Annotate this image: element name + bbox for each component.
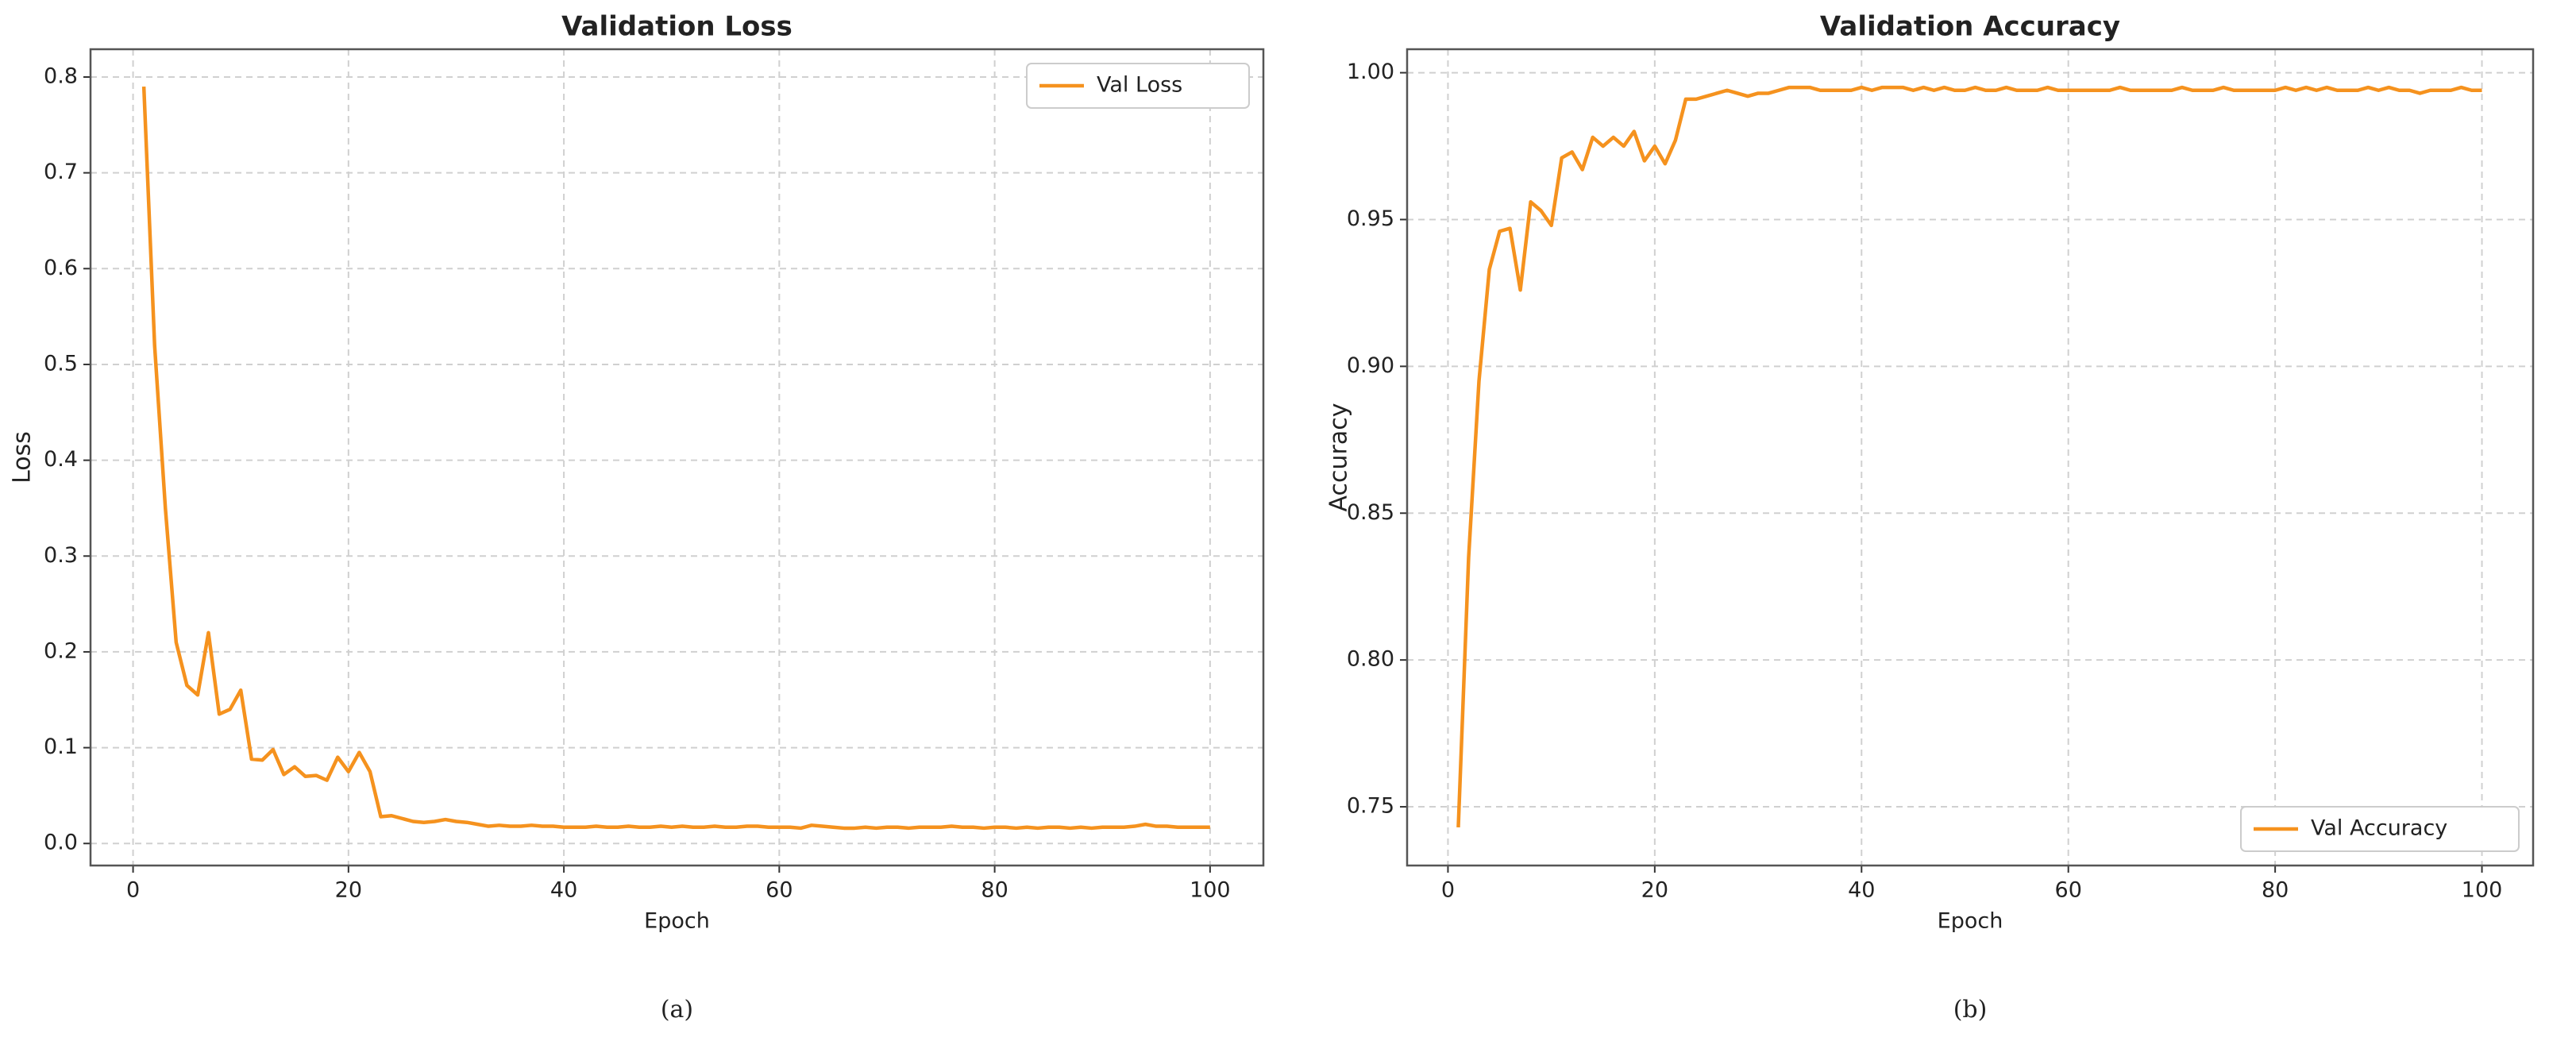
- x-tick-label: 0: [1441, 878, 1455, 903]
- y-tick-label: 1.00: [1347, 60, 1394, 84]
- y-tick-label: 0.6: [44, 256, 78, 280]
- plot-frame: [1406, 48, 2535, 867]
- y-tick-label: 0.7: [44, 160, 78, 184]
- y-tick-label: 0.3: [44, 543, 78, 568]
- plot-frame: [89, 48, 1265, 867]
- y-tick-label: 0.2: [44, 638, 78, 663]
- x-axis-label: Epoch: [644, 909, 710, 934]
- y-tick-label: 0.1: [44, 734, 78, 759]
- x-tick-label: 60: [2055, 878, 2082, 903]
- x-tick-label: 100: [1190, 878, 1231, 903]
- y-axis-label: Loss: [9, 431, 37, 484]
- y-tick-label: 0.75: [1347, 794, 1394, 819]
- y-tick-label: 0.4: [44, 447, 78, 472]
- y-axis-label: Accuracy: [1325, 403, 1353, 512]
- x-tick-label: 80: [2262, 878, 2289, 903]
- y-tick-label: 0.80: [1347, 647, 1394, 672]
- x-axis-label: Epoch: [1938, 909, 2003, 934]
- caption: (b): [1953, 996, 1988, 1024]
- x-tick-label: 40: [1848, 878, 1875, 903]
- y-tick-label: 0.85: [1347, 500, 1394, 525]
- x-tick-label: 20: [335, 878, 362, 903]
- x-tick-label: 60: [765, 878, 792, 903]
- y-tick-label: 0.95: [1347, 206, 1394, 231]
- y-tick-label: 0.5: [44, 351, 78, 376]
- x-tick-label: 100: [2462, 878, 2503, 903]
- y-tick-label: 0.90: [1347, 353, 1394, 378]
- legend-box: [2240, 806, 2520, 852]
- legend-box: [1026, 63, 1250, 109]
- legend-label: Val Accuracy: [2311, 816, 2447, 841]
- x-tick-label: 0: [126, 878, 140, 903]
- legend-label: Val Loss: [1097, 73, 1182, 98]
- caption: (a): [661, 996, 693, 1024]
- line: [1456, 85, 2482, 828]
- x-tick-label: 40: [550, 878, 577, 903]
- y-tick-label: 0.0: [44, 831, 78, 855]
- y-tick-label: 0.8: [44, 64, 78, 88]
- line: [141, 86, 1210, 831]
- x-tick-label: 80: [981, 878, 1008, 903]
- chart-title: Validation Accuracy: [1820, 11, 2120, 43]
- chart-title: Validation Loss: [561, 11, 792, 43]
- x-tick-label: 20: [1641, 878, 1668, 903]
